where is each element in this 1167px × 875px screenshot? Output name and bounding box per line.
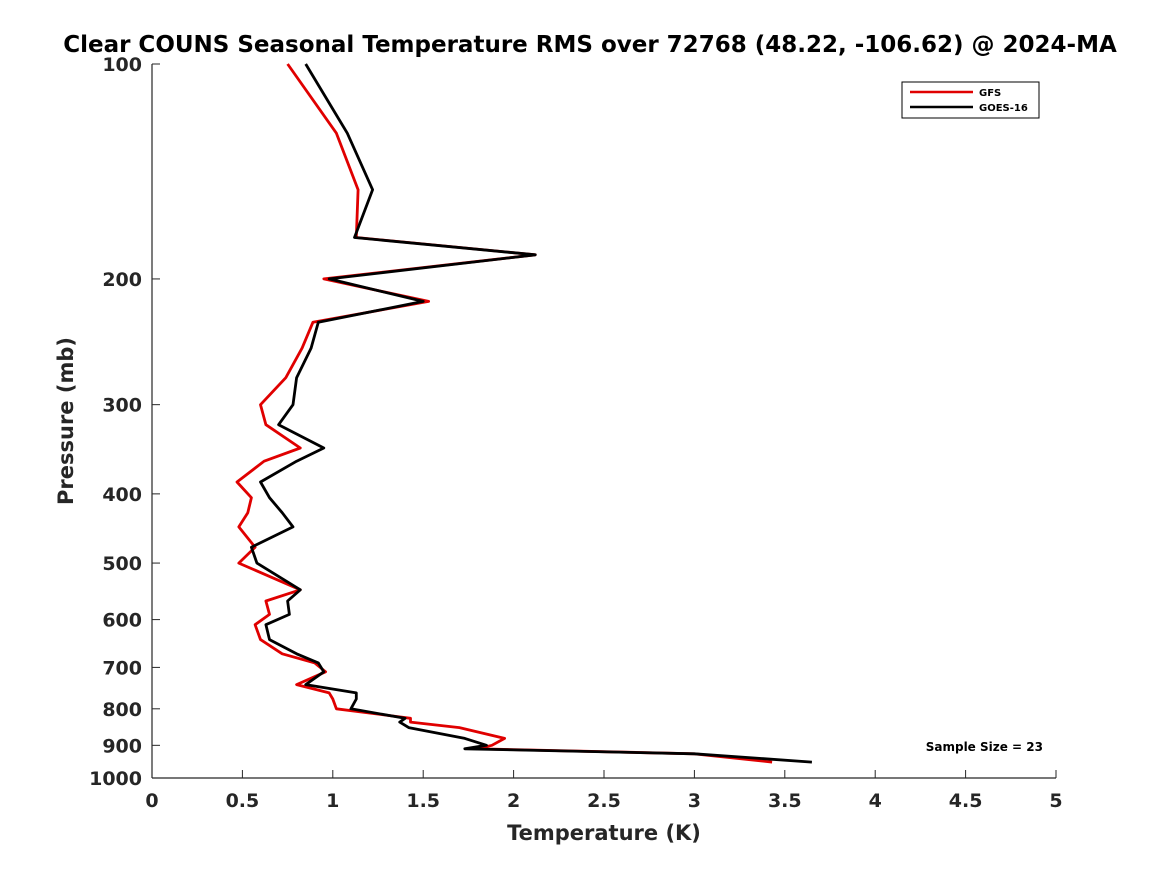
x-tick-label: 1 — [326, 790, 339, 812]
chart-title: Clear COUNS Seasonal Temperature RMS ove… — [63, 32, 1117, 58]
x-tick-label: 0 — [145, 790, 158, 812]
y-axis-title: Pressure (mb) — [54, 337, 78, 505]
plot-area — [152, 64, 1056, 778]
x-tick-label: 5 — [1049, 790, 1062, 812]
series-line-goes16 — [249, 63, 812, 764]
legend-box — [901, 81, 1040, 119]
x-tick-label: 4.5 — [949, 790, 983, 812]
y-tick-label: 1000 — [89, 768, 142, 790]
y-tick-label: 800 — [102, 699, 142, 721]
legend: GFS GOES-16 — [901, 81, 1040, 119]
x-tick-label: 1.5 — [406, 790, 440, 812]
x-tick-label: 0.5 — [226, 790, 260, 812]
legend-label-gfs: GFS — [979, 88, 1001, 99]
x-tick-label: 4 — [869, 790, 882, 812]
sample-size-annotation: Sample Size = 23 — [926, 740, 1043, 754]
y-tick-label: 700 — [102, 657, 142, 679]
legend-label-goes16: GOES-16 — [979, 103, 1028, 114]
y-tick-label: 300 — [102, 395, 142, 417]
y-tick-label: 500 — [102, 553, 142, 575]
x-tick-label: 3.5 — [768, 790, 802, 812]
series-group — [235, 63, 812, 764]
x-tick-label: 2.5 — [587, 790, 621, 812]
y-tick-label: 600 — [102, 610, 142, 632]
y-tick-label: 400 — [102, 484, 142, 506]
x-axis-title: Temperature (K) — [507, 821, 701, 845]
x-tick-label: 3 — [688, 790, 701, 812]
x-ticks: 0 0.5 1 1.5 2 2.5 3 3.5 4 4.5 5 — [145, 770, 1063, 812]
y-tick-label: 200 — [102, 269, 142, 291]
y-ticks: 100 200 300 400 500 600 700 800 900 1000 — [89, 54, 160, 790]
x-tick-label: 2 — [507, 790, 520, 812]
y-tick-label: 900 — [102, 735, 142, 757]
y-tick-label: 100 — [102, 54, 142, 76]
